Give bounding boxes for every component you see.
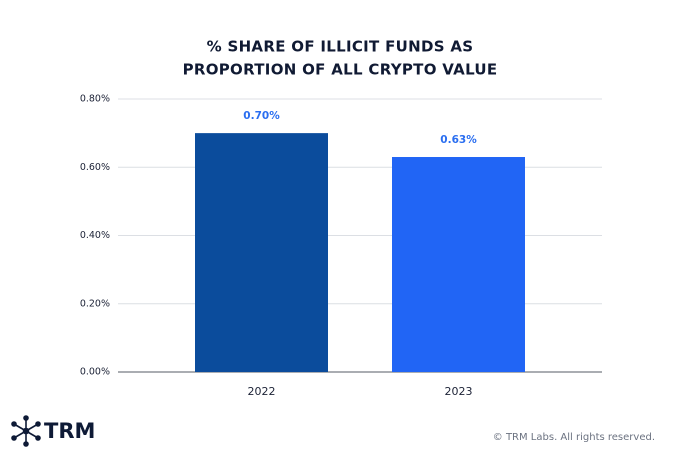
y-tick-label: 0.20%	[80, 298, 110, 309]
value-label: 0.70%	[243, 110, 280, 122]
logo-text: TRM	[44, 419, 95, 443]
bar	[392, 157, 525, 372]
chart-title: % SHARE OF ILLICIT FUNDS AS	[207, 38, 474, 56]
y-tick-label: 0.40%	[80, 230, 110, 241]
logo-icon	[11, 415, 41, 447]
value-label: 0.63%	[440, 134, 477, 146]
x-tick-label: 2023	[445, 385, 473, 398]
y-tick-label: 0.00%	[80, 367, 110, 378]
bar	[195, 133, 328, 372]
y-tick-label: 0.80%	[80, 94, 110, 105]
chart-title: PROPORTION OF ALL CRYPTO VALUE	[183, 61, 498, 79]
x-tick-label: 2022	[248, 385, 276, 398]
y-tick-label: 0.60%	[80, 162, 110, 173]
copyright: © TRM Labs. All rights reserved.	[493, 432, 655, 443]
